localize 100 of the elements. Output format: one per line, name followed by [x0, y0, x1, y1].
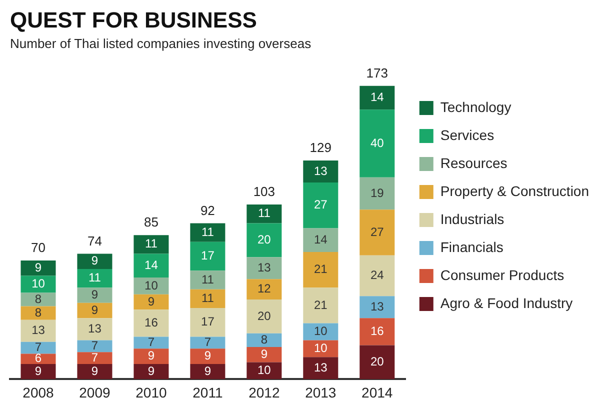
bar	[303, 323, 338, 340]
x-tick-label: 2010	[136, 384, 167, 400]
bar	[134, 277, 169, 294]
bar	[20, 292, 56, 306]
total-label: 173	[366, 65, 388, 80]
data-label: 8	[34, 305, 42, 320]
bar	[77, 288, 112, 303]
bar	[20, 306, 56, 320]
data-label: 11	[258, 206, 271, 220]
legend-label: Agro & Food Industry	[440, 294, 573, 311]
bar	[134, 235, 169, 254]
data-label: 13	[314, 360, 328, 374]
bar	[20, 364, 56, 380]
bar	[20, 342, 56, 354]
bar	[246, 346, 282, 362]
data-label: 20	[257, 308, 272, 323]
data-label: 8	[34, 292, 42, 306]
bar	[303, 182, 338, 228]
bar	[246, 279, 282, 300]
data-label: 9	[148, 294, 155, 308]
bar	[190, 223, 226, 242]
bar	[360, 345, 395, 380]
data-label: 9	[91, 302, 98, 317]
bar	[134, 364, 169, 380]
bar	[246, 362, 282, 380]
data-label: 10	[314, 324, 328, 338]
data-label: 14	[144, 258, 158, 272]
bar	[77, 340, 112, 352]
legend-label: Services	[440, 126, 494, 143]
data-label: 17	[201, 248, 215, 263]
bar	[77, 302, 112, 318]
bar	[190, 348, 226, 364]
bar	[303, 160, 338, 183]
data-label: 9	[260, 346, 268, 361]
bar	[77, 254, 112, 269]
data-label: 9	[204, 364, 212, 378]
bar	[246, 257, 282, 280]
total-label: 70	[31, 240, 46, 256]
x-tick-label: 2014	[362, 384, 393, 400]
data-label: 13	[32, 323, 46, 338]
data-label: 21	[314, 298, 328, 312]
legend-label: Property & Construction	[440, 182, 590, 199]
data-label: 16	[144, 316, 158, 330]
data-label: 11	[144, 236, 158, 251]
data-label: 9	[91, 364, 98, 378]
total-label: 74	[87, 233, 102, 248]
bar	[20, 320, 56, 342]
x-tick-label: 2012	[248, 384, 280, 400]
bar	[303, 357, 338, 380]
x-tick-label: 2008	[22, 384, 54, 400]
bar	[134, 348, 169, 364]
bar	[303, 288, 338, 324]
x-tick-label: 2011	[192, 384, 223, 400]
data-label: 7	[91, 350, 98, 364]
data-label: 10	[144, 278, 158, 292]
bar	[190, 270, 226, 290]
bar	[360, 210, 395, 256]
chart-title: QUEST FOR BUSINESS	[10, 7, 257, 32]
data-label: 17	[201, 314, 215, 329]
x-tick-label: 2009	[79, 384, 111, 400]
bar	[77, 352, 112, 364]
legend-label: Technology	[440, 98, 512, 115]
data-label: 24	[370, 268, 384, 282]
data-label: 12	[257, 282, 272, 296]
bar	[77, 268, 112, 288]
total-label: 92	[200, 202, 215, 218]
bar	[246, 223, 282, 258]
x-tick-label: 2013	[305, 384, 336, 400]
data-label: 13	[370, 299, 384, 314]
bar	[190, 289, 226, 308]
bar	[360, 110, 395, 178]
data-label: 13	[314, 164, 328, 178]
bar	[246, 333, 282, 347]
data-label: 11	[201, 224, 214, 239]
legend-label: Consumer Products	[440, 266, 564, 283]
bar	[134, 294, 169, 310]
bar	[77, 318, 112, 340]
data-label: 9	[34, 364, 42, 378]
data-label: 16	[370, 324, 384, 338]
chart-subtitle: Number of Thai listed companies investing overseas	[10, 36, 312, 51]
legend-label: Industrials	[440, 210, 504, 227]
data-label: 13	[257, 260, 272, 274]
bar	[190, 336, 226, 349]
bar	[360, 296, 395, 318]
data-label: 13	[88, 321, 102, 336]
bar	[360, 86, 395, 110]
legend-label: Financials	[440, 238, 504, 255]
bar	[20, 260, 56, 276]
bar	[134, 310, 169, 337]
total-label: 85	[144, 214, 158, 230]
bar	[77, 364, 112, 380]
data-label: 27	[370, 224, 384, 239]
bar	[134, 336, 169, 349]
data-label: 9	[91, 254, 98, 268]
data-label: 11	[201, 272, 214, 286]
data-label: 40	[370, 136, 384, 150]
data-label: 14	[314, 232, 328, 246]
bar	[360, 318, 395, 346]
bar	[134, 254, 169, 278]
total-label: 129	[310, 140, 332, 156]
